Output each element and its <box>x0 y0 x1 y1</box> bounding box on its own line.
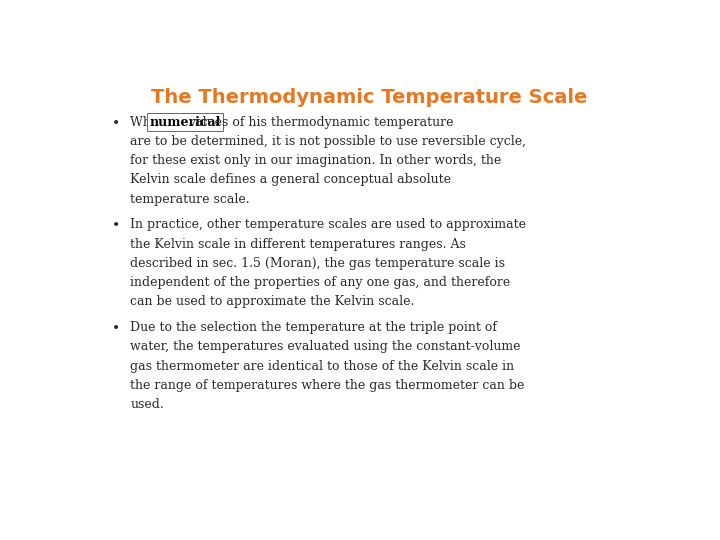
Text: •: • <box>112 218 120 232</box>
Text: The Thermodynamic Temperature Scale: The Thermodynamic Temperature Scale <box>150 88 588 107</box>
Text: for these exist only in our imagination. In other words, the: for these exist only in our imagination.… <box>130 154 502 167</box>
Text: gas thermometer are identical to those of the Kelvin scale in: gas thermometer are identical to those o… <box>130 360 514 373</box>
Text: described in sec. 1.5 (Moran), the gas temperature scale is: described in sec. 1.5 (Moran), the gas t… <box>130 257 505 270</box>
Text: temperature scale.: temperature scale. <box>130 193 250 206</box>
Text: used.: used. <box>130 398 164 411</box>
Text: can be used to approximate the Kelvin scale.: can be used to approximate the Kelvin sc… <box>130 295 415 308</box>
Text: values of his thermodynamic temperature: values of his thermodynamic temperature <box>188 116 453 129</box>
Text: the Kelvin scale in different temperatures ranges. As: the Kelvin scale in different temperatur… <box>130 238 466 251</box>
Text: Due to the selection the temperature at the triple point of: Due to the selection the temperature at … <box>130 321 498 334</box>
Text: In practice, other temperature scales are used to approximate: In practice, other temperature scales ar… <box>130 218 526 231</box>
Text: numerical: numerical <box>149 116 220 129</box>
Text: the range of temperatures where the gas thermometer can be: the range of temperatures where the gas … <box>130 379 525 392</box>
Text: When: When <box>130 116 171 129</box>
Text: independent of the properties of any one gas, and therefore: independent of the properties of any one… <box>130 276 510 289</box>
Text: water, the temperatures evaluated using the constant-volume: water, the temperatures evaluated using … <box>130 340 521 353</box>
Text: Kelvin scale defines a general conceptual absolute: Kelvin scale defines a general conceptua… <box>130 173 451 186</box>
Text: are to be determined, it is not possible to use reversible cycle,: are to be determined, it is not possible… <box>130 135 526 148</box>
Text: •: • <box>112 321 120 335</box>
Text: •: • <box>112 116 120 130</box>
